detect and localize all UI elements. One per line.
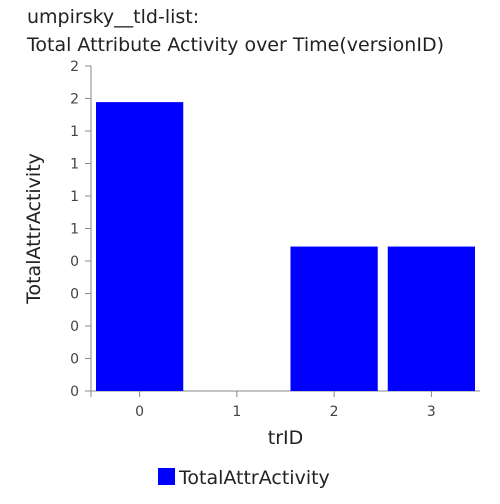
y-tick-label: 1 xyxy=(70,157,79,173)
legend: TotalAttrActivity xyxy=(158,467,330,489)
x-axis-label: trID xyxy=(268,427,304,449)
x-tick-label: 2 xyxy=(330,404,339,420)
y-tick-label: 1 xyxy=(70,222,79,238)
x-tick-label: 3 xyxy=(427,404,436,420)
x-tick-label: 0 xyxy=(135,404,144,420)
bar xyxy=(387,246,475,391)
plot-area: 0 0 0 0 0 1 1 1 1 2 2 0 1 2 3 xyxy=(70,59,480,420)
chart-title: umpirsky__tld-list: Total Attribute Acti… xyxy=(26,6,444,56)
bar xyxy=(96,102,184,391)
y-tick-label: 0 xyxy=(70,287,79,303)
y-tick-label: 2 xyxy=(70,92,79,108)
y-tick-label: 0 xyxy=(70,384,79,400)
y-tick-label: 1 xyxy=(70,189,79,205)
legend-label: TotalAttrActivity xyxy=(178,467,330,489)
chart-title-line-2: Total Attribute Activity over Time(versi… xyxy=(26,34,444,56)
bar xyxy=(290,246,378,391)
y-tick-label: 2 xyxy=(70,59,79,75)
y-tick-label: 0 xyxy=(70,352,79,368)
y-tick-label: 0 xyxy=(70,319,79,335)
chart-title-line-1: umpirsky__tld-list: xyxy=(27,6,199,28)
y-axis-label: TotalAttrActivity xyxy=(23,153,45,305)
y-tick-label: 0 xyxy=(70,254,79,270)
y-tick-label: 1 xyxy=(70,124,79,140)
x-tick-label: 1 xyxy=(232,404,241,420)
legend-swatch xyxy=(158,468,175,485)
